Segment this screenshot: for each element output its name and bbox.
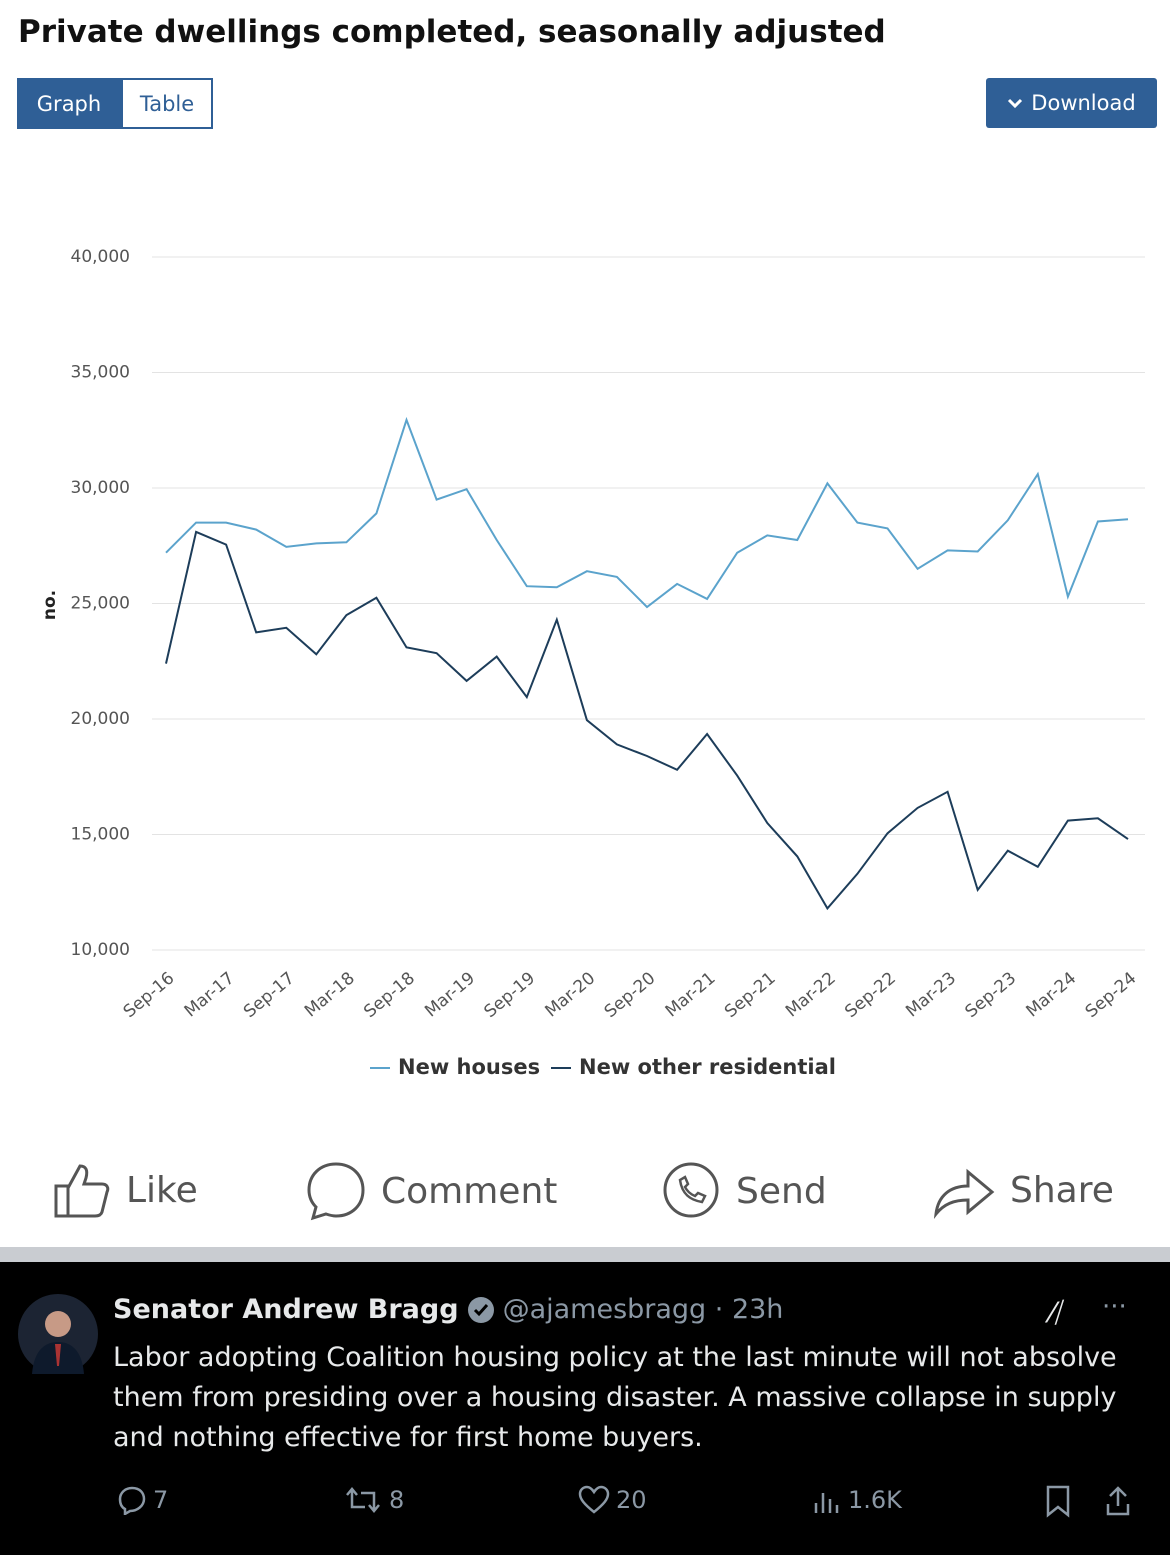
x-tick-label: Sep-19 [481,968,540,1022]
x-tick-label: Sep-20 [601,968,660,1022]
avatar[interactable] [18,1294,98,1374]
y-tick-label: 25,000 [71,594,130,614]
like-tweet-button[interactable]: 20 [578,1485,647,1515]
x-tick-label: Sep-21 [721,968,780,1022]
y-tick-label: 40,000 [71,247,130,267]
y-axis-label: no. [40,590,60,620]
share-label: Share [1010,1169,1114,1211]
more-icon[interactable]: ··· [1102,1292,1127,1322]
x-tick-label: Sep-16 [120,968,179,1022]
tweet-tools [1046,1485,1130,1518]
x-tick-label: Mar-22 [782,968,840,1021]
chevron-icon [1008,98,1023,109]
x-tick-label: Mar-19 [421,968,479,1021]
views-button[interactable]: 1.6K [812,1485,902,1515]
x-tick-label: Mar-24 [1022,968,1080,1021]
like-label: Like [126,1169,198,1211]
chart: no. 10,000 15,000 20,000 25,000 30,000 35,000… [40,247,1145,1079]
x-tick-label: Sep-24 [1082,968,1141,1022]
reply-button[interactable]: 7 [117,1485,168,1515]
repost-count: 8 [389,1486,405,1514]
x-tick-label: Sep-22 [841,968,900,1022]
y-tick-label: 20,000 [71,709,130,729]
views-icon [814,1493,839,1513]
chart-title: Private dwellings completed, seasonally … [18,14,886,50]
y-tick-label: 15,000 [71,825,130,845]
verified-badge [467,1296,494,1323]
share-icon [933,1168,995,1219]
series-line [165,530,1129,911]
series-line [165,416,1129,609]
legend-label: New houses [398,1055,540,1079]
x-tick-label: Mar-21 [662,968,720,1021]
grok-icon[interactable]: ⁄⧸ [1050,1296,1065,1329]
y-tick-label: 10,000 [71,940,130,960]
send-button[interactable]: Send [660,1160,827,1222]
repost-button[interactable]: 8 [343,1485,404,1515]
download-button[interactable]: Download [986,78,1157,128]
y-tick-label: 35,000 [71,363,130,383]
comment-button[interactable]: Comment [305,1160,557,1222]
comment-label: Comment [381,1170,558,1212]
repost-icon [346,1487,380,1513]
x-tick-label: Mar-18 [301,968,359,1021]
legend-label: New other residential [579,1055,836,1079]
share-tweet-icon[interactable] [1106,1486,1130,1516]
y-tick-label: 30,000 [71,478,130,498]
x-tick-label: Sep-17 [240,968,299,1022]
x-tick-label: Sep-18 [360,968,419,1022]
separator [0,1247,1170,1262]
send-icon [663,1162,719,1218]
reply-count: 7 [153,1486,169,1514]
comment-icon [307,1162,365,1221]
tweet-text: Labor adopting Coalition housing policy … [113,1342,1117,1453]
x-tick-label: Mar-20 [541,968,599,1021]
view-count: 1.6K [848,1486,902,1514]
handle[interactable]: @ajamesbragg · 23h [502,1294,784,1325]
tab-graph[interactable]: Graph [17,78,121,129]
tab-table[interactable]: Table [121,78,213,129]
x-tick-label: Mar-17 [181,968,239,1021]
heart-icon [578,1485,610,1514]
share-button[interactable]: Share [932,1160,1114,1220]
tweet: Senator Andrew Bragg @ajamesbragg · 23h … [0,1262,1170,1555]
download-label: Download [1031,91,1136,115]
author-name[interactable]: Senator Andrew Bragg [113,1294,459,1325]
send-label: Send [736,1170,827,1212]
like-count: 20 [616,1486,647,1514]
like-button[interactable]: Like [52,1160,198,1220]
x-tick-label: Sep-23 [962,968,1021,1022]
x-tick-label: Mar-23 [902,968,960,1021]
like-icon [54,1164,110,1218]
bookmark-icon[interactable] [1046,1485,1070,1518]
reply-icon [118,1486,146,1515]
